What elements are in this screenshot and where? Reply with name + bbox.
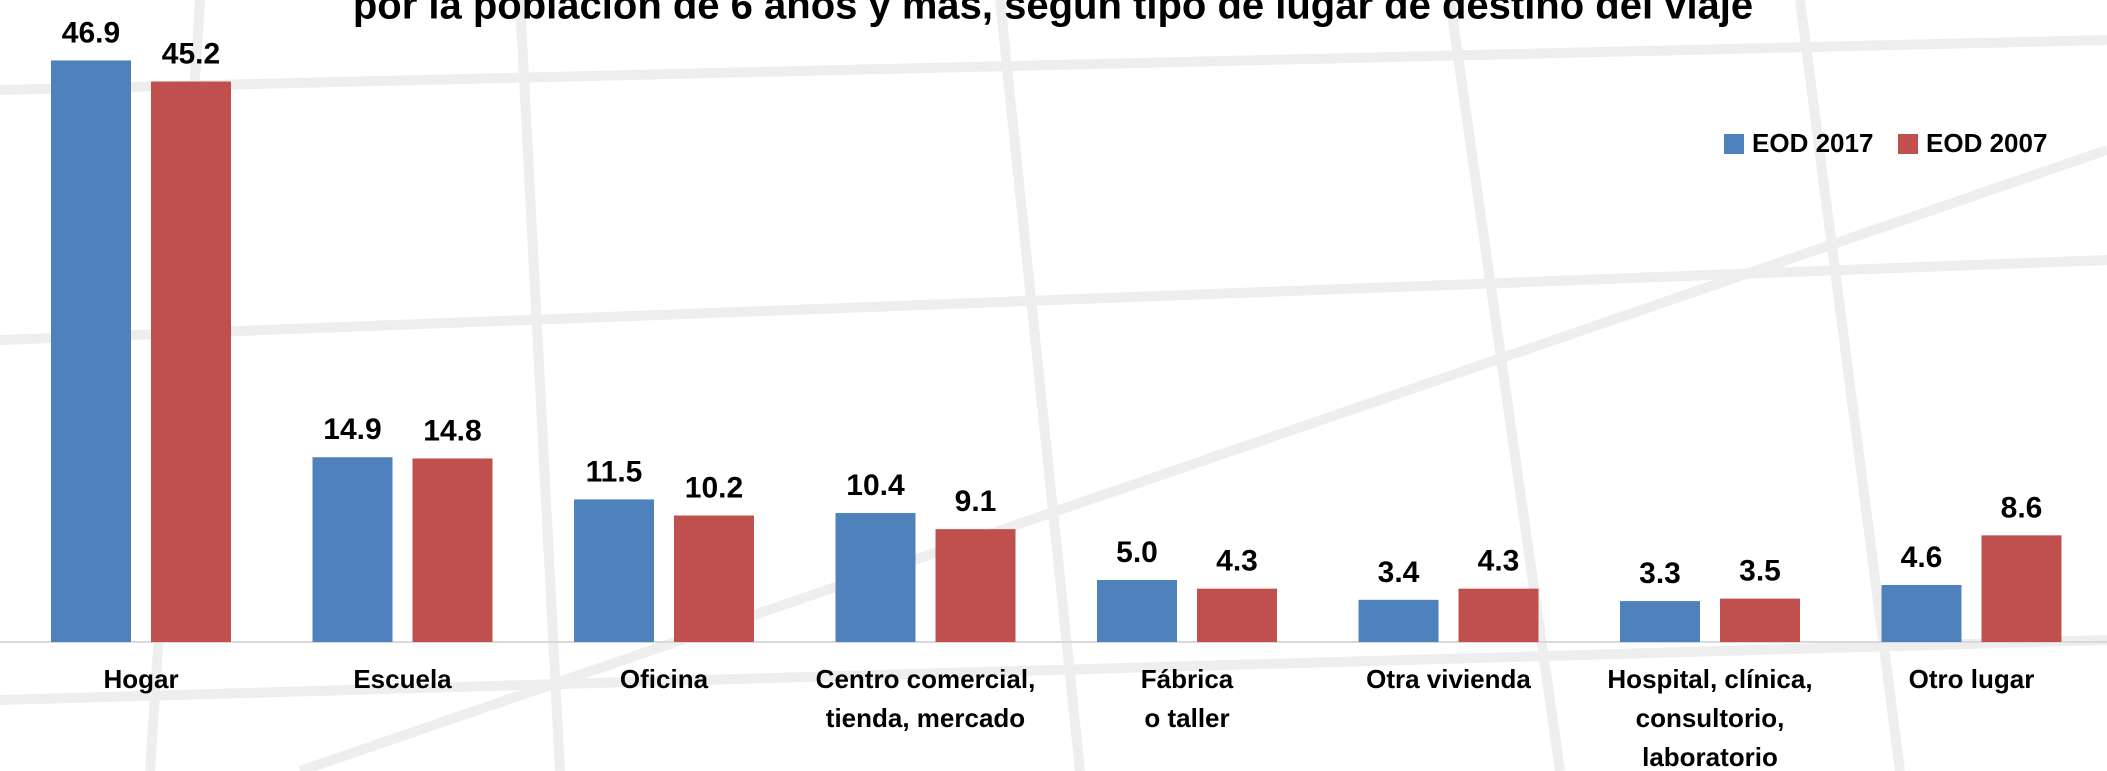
bar (312, 457, 393, 642)
x-tick-label: Otra vivienda (1366, 664, 1531, 694)
bar (151, 81, 231, 642)
x-tick-label: Escuela (353, 664, 452, 694)
legend-swatch (1724, 134, 1744, 154)
legend-label: EOD 2017 (1752, 128, 1873, 158)
legend-swatch (1898, 134, 1918, 154)
bar (1720, 598, 1800, 642)
bar (1197, 588, 1277, 642)
data-label: 10.4 (846, 469, 905, 502)
data-label: 46.9 (62, 16, 120, 49)
data-label: 4.3 (1478, 545, 1520, 578)
bar (674, 515, 754, 642)
data-label: 3.4 (1378, 556, 1420, 589)
x-tick-label: Fábrica (1141, 664, 1234, 694)
x-tick-label: tienda, mercado (826, 703, 1025, 733)
data-label: 3.5 (1739, 555, 1781, 588)
data-label: 45.2 (162, 37, 220, 70)
x-tick-label: laboratorio (1642, 742, 1778, 771)
data-label: 14.9 (323, 413, 381, 446)
data-label: 4.3 (1216, 545, 1258, 578)
chart-title: por la población de 6 años y más, según … (353, 0, 1753, 28)
data-label: 14.8 (423, 414, 481, 447)
bar (1358, 599, 1439, 642)
x-tick-label: Hospital, clínica, (1607, 664, 1812, 694)
x-tick-label: Centro comercial, (816, 664, 1036, 694)
data-label: 8.6 (2001, 491, 2043, 524)
bar (1981, 535, 2062, 642)
data-label: 4.6 (1901, 541, 1943, 574)
bar (1097, 580, 1177, 642)
legend-label: EOD 2007 (1926, 128, 2047, 158)
x-tick-label: Hogar (103, 664, 178, 694)
data-label: 10.2 (685, 471, 743, 504)
bar (935, 529, 1016, 642)
data-label: 11.5 (586, 455, 643, 488)
data-label: 3.3 (1639, 557, 1681, 590)
x-tick-label: o taller (1144, 703, 1229, 733)
x-tick-label: Otro lugar (1909, 664, 2035, 694)
x-tick-label: consultorio, (1636, 703, 1785, 733)
bar (835, 513, 916, 642)
bar (574, 499, 654, 642)
bar (1881, 584, 1962, 642)
bar (1458, 588, 1539, 642)
bar (412, 458, 493, 642)
bar (51, 60, 131, 642)
data-label: 5.0 (1116, 536, 1158, 569)
bar (1620, 601, 1700, 642)
data-label: 9.1 (955, 485, 997, 518)
x-tick-label: Oficina (620, 664, 709, 694)
